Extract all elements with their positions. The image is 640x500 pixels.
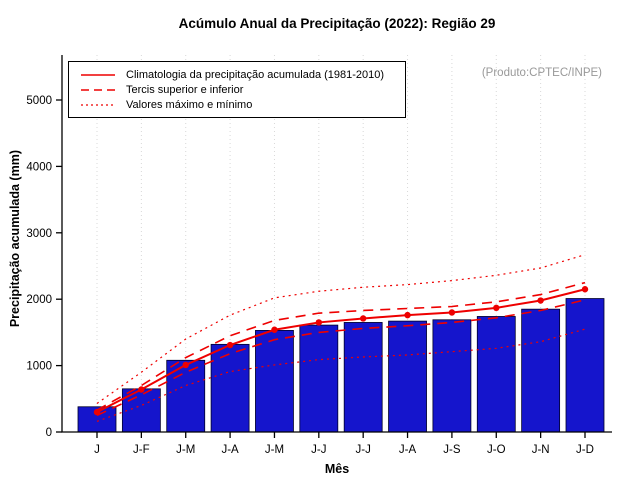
y-tick-label: 5000 [26,95,52,107]
x-tick-label: J-J [356,444,371,456]
bars [77,298,605,433]
chart-title: Acúmulo Anual da Precipitação (2022): Re… [178,16,496,31]
series-climatology [96,288,586,413]
x-tick-label: J-F [133,444,150,456]
legend-label: Tercis superior e inferior [126,83,244,96]
x-tick-label: J-N [532,444,550,456]
series-tercile-upper [96,281,586,411]
solid-line-sample-icon [81,73,115,76]
legend-item-terciles: Tercis superior e inferior [79,82,405,97]
dashed-line-sample-icon [81,88,115,91]
bar [166,359,206,433]
x-axis-title: Mês [324,462,350,476]
x-tick-label: J-D [576,444,594,456]
y-tick-label: 4000 [26,161,52,173]
x-tick-label: J-O [487,444,506,456]
x-tick-label: J [94,444,100,456]
y-tick-label: 2000 [26,294,52,306]
series-maximum [96,254,586,404]
series-tercile-lower [96,299,586,417]
x-tick-label: J-A [399,444,417,456]
x-tick-label: J-J [311,444,326,456]
bar [432,319,472,433]
x-tick-label: J-M [176,444,195,456]
x-axis-ticks: J J-F J-M J-A J-M J-J J-J J-A J-S J-O J-N J-D [94,432,594,456]
legend-label: Climatologia da precipitação acumulada (… [126,68,385,81]
x-tick-label: J-M [265,444,284,456]
dotted-line-sample-icon [81,103,115,106]
legend: Climatologia da precipitação acumulada (… [68,61,406,118]
bar [388,320,427,433]
bar [476,316,516,433]
y-tick-label: 0 [46,427,52,439]
x-tick-label: J-A [221,444,239,456]
y-axis-ticks: 0 1000 2000 3000 4000 5000 [26,95,62,439]
y-tick-label: 1000 [26,361,52,373]
gridlines [96,55,586,432]
y-axis-title: Precipitação acumulada (mm) [8,150,22,328]
x-tick-label: J-S [443,444,461,456]
bar [521,308,561,433]
product-credit-label: (Produto:CPTEC/INPE) [481,67,602,79]
bar [210,343,250,433]
series-markers-climatology [93,286,589,416]
y-tick-label: 3000 [26,228,52,240]
legend-label: Valores máximo e mínimo [126,98,253,111]
legend-item-climatology: Climatologia da precipitação acumulada (… [79,67,405,82]
bar [255,330,294,433]
bar [299,324,339,433]
bar [565,298,605,433]
legend-item-max-min: Valores máximo e mínimo [79,97,405,112]
bar [343,322,383,433]
